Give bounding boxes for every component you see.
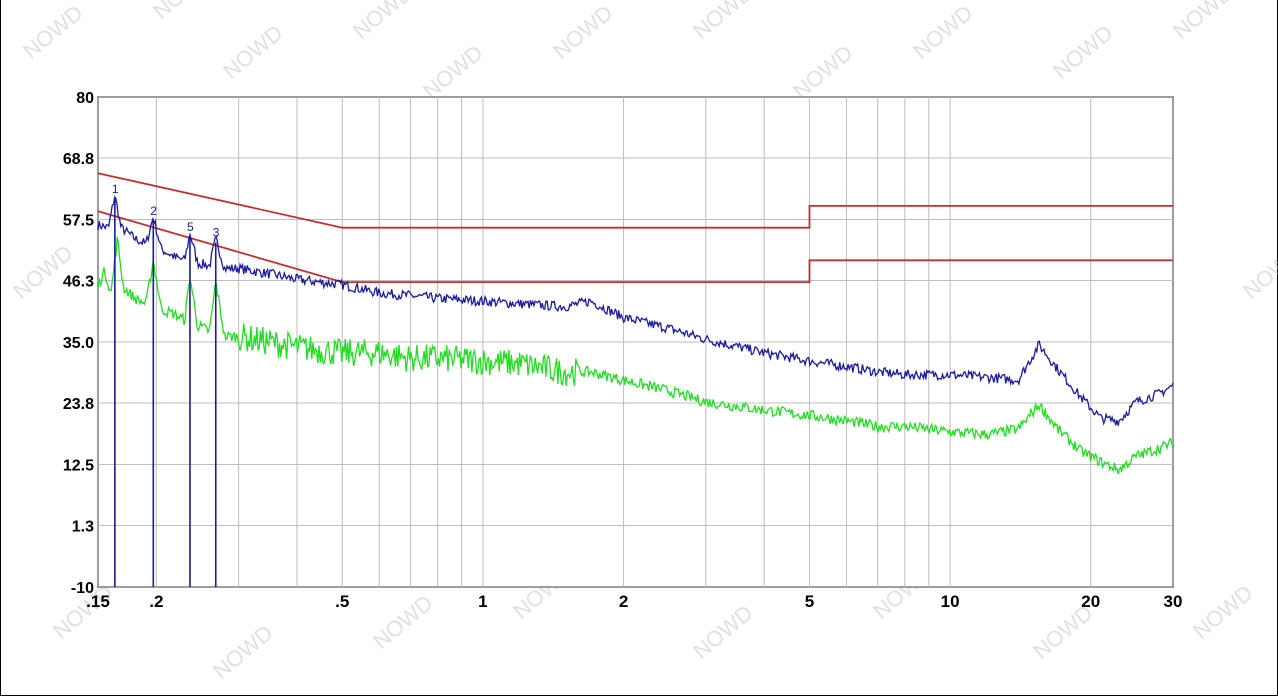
watermark-text: NOWD <box>788 40 857 104</box>
peak-marker-label: 3 <box>213 226 220 240</box>
watermark-text: NOWD <box>688 600 757 664</box>
watermark-text: NOWD <box>368 590 437 654</box>
watermark-text: NOWD <box>148 0 217 24</box>
y-tick-label: 68.8 <box>63 151 94 168</box>
x-tick-label: 20 <box>1081 592 1100 611</box>
y-tick-label: -10 <box>71 580 94 597</box>
measurement-trace <box>97 195 1174 426</box>
watermark-text: NOWD <box>218 20 287 84</box>
watermark-text: NOWD <box>348 0 417 44</box>
x-tick-label: 2 <box>619 592 628 611</box>
x-tick-label: 5 <box>805 592 814 611</box>
watermark-text: NOWD <box>208 620 277 684</box>
y-tick-label: 46.3 <box>63 273 94 290</box>
x-tick-label: .15 <box>86 592 110 611</box>
x-tick-label: 10 <box>941 592 960 611</box>
y-tick-label: 57.5 <box>63 213 94 230</box>
measurement-trace <box>97 236 1174 474</box>
limit-lines <box>97 172 1173 283</box>
x-tick-label: 1 <box>478 592 487 611</box>
watermark-text: NOWD <box>18 0 87 64</box>
x-tick-label: 30 <box>1164 592 1183 611</box>
y-tick-label: 80 <box>76 90 94 107</box>
peak-marker-label: 2 <box>150 204 157 218</box>
watermark-text: NOWD <box>1238 240 1278 304</box>
y-tick-label: 1.3 <box>72 518 94 535</box>
peak-marker-label: 5 <box>187 220 194 234</box>
peak-marker-label: 1 <box>112 182 119 196</box>
limit-line <box>97 210 1173 283</box>
watermark-text: NOWD <box>8 240 77 304</box>
peak-markers: 1 2 5 3 <box>112 182 220 587</box>
x-tick-label: .2 <box>149 592 163 611</box>
watermark-text: NOWD <box>1188 580 1257 644</box>
watermark-text: NOWD <box>1048 20 1117 84</box>
limit-line <box>97 172 1173 229</box>
measurement-traces <box>97 195 1174 474</box>
y-tick-label: 35.0 <box>63 335 94 352</box>
x-tick-label: .5 <box>335 592 349 611</box>
watermark-text: NOWD <box>418 40 487 104</box>
x-tick-labels: .15 .2 .5 1 2 5 10 20 30 <box>86 592 1182 611</box>
y-tick-label: 12.5 <box>63 458 94 475</box>
watermark-text: NOWD <box>1168 0 1237 44</box>
watermark-text: NOWD <box>908 0 977 64</box>
watermark-text: NOWD <box>548 0 617 64</box>
y-tick-labels: 80 68.8 57.5 46.3 35.0 23.8 12.5 1.3 -10 <box>63 90 94 597</box>
y-tick-label: 23.8 <box>63 396 94 413</box>
watermark-text: NOWD <box>688 0 757 44</box>
